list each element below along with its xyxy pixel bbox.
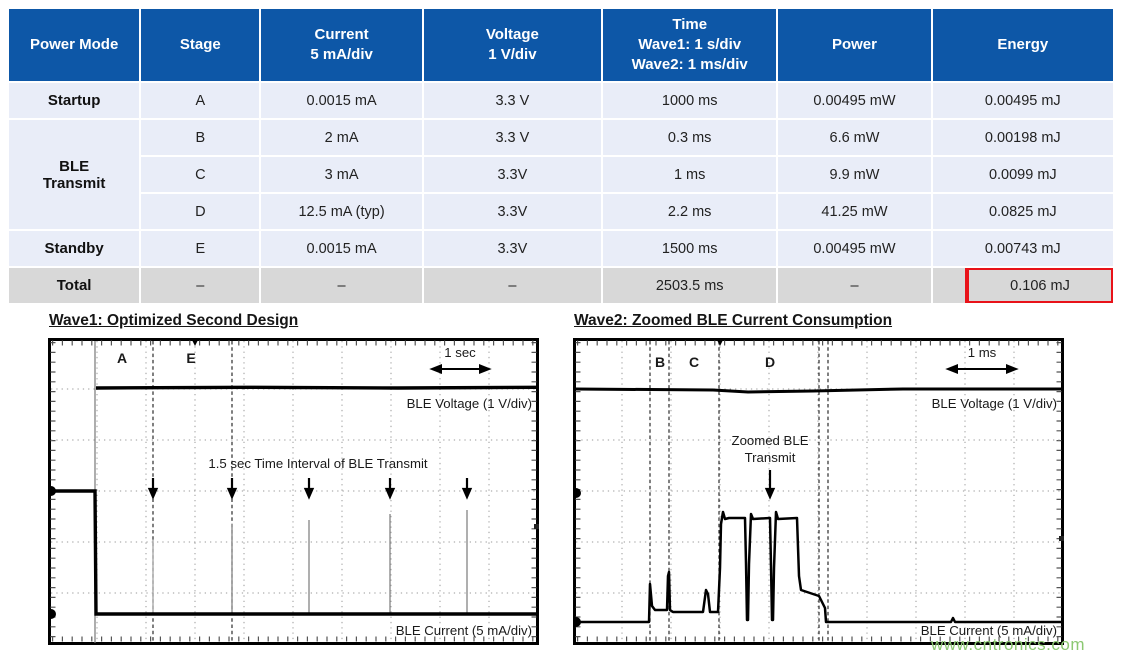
row-total-power: – xyxy=(778,268,931,303)
col-header-power-mode: Power Mode xyxy=(9,9,140,81)
zoom-note-line1: Zoomed BLE xyxy=(732,433,809,448)
row-total-stage: – xyxy=(141,268,260,303)
row-b-power: 6.6 mW xyxy=(778,120,931,155)
row-d-voltage: 3.3V xyxy=(423,194,602,229)
transmit-event-arrows xyxy=(147,478,473,500)
table-row: Standby E 0.0015 mA 3.3V 1500 ms 0.00495… xyxy=(9,231,1113,266)
row-startup-mode: Startup xyxy=(9,83,140,118)
zoom-note-line2: Transmit xyxy=(745,450,796,465)
row-d-power: 41.25 mW xyxy=(778,194,931,229)
row-b-time: 0.3 ms xyxy=(603,120,777,155)
trigger-marker-icon xyxy=(192,340,198,346)
zoom-note-arrow xyxy=(764,470,776,500)
total-energy-value: 0.106 mJ xyxy=(1010,277,1070,294)
table-total-row: Total – – – 2503.5 ms – 0.106 mJ xyxy=(9,268,1113,303)
channel-marker-icon xyxy=(573,617,581,627)
interval-note: 1.5 sec Time Interval of BLE Transmit xyxy=(208,456,427,471)
row-standby-power: 0.00495 mW xyxy=(778,231,931,266)
row-c-current: 3 mA xyxy=(261,157,422,192)
row-c-time: 1 ms xyxy=(603,157,777,192)
time-scale-label: 1 sec xyxy=(444,345,476,360)
row-total-mode: Total xyxy=(9,268,140,303)
trigger-level-marker-icon xyxy=(534,524,539,529)
wave2-panel: Wave2: Zoomed BLE Current Consumption xyxy=(573,312,1065,646)
voltage-trace-label: BLE Voltage (1 V/div) xyxy=(932,396,1057,411)
row-startup-voltage: 3.3 V xyxy=(423,83,602,118)
row-c-stage: C xyxy=(141,157,260,192)
current-trace xyxy=(575,510,1062,624)
current-spikes xyxy=(152,510,468,614)
row-d-time: 2.2 ms xyxy=(603,194,777,229)
wave1-title: Wave1: Optimized Second Design xyxy=(49,312,299,329)
row-startup-current: 0.0015 mA xyxy=(261,83,422,118)
wave2-scope: B C D 1 ms BLE Voltage (1 V/div) Zoomed … xyxy=(573,338,1065,646)
row-standby-stage: E xyxy=(141,231,260,266)
trigger-level-marker-icon xyxy=(1059,536,1064,541)
stage-d-label: D xyxy=(765,354,775,370)
row-standby-current: 0.0015 mA xyxy=(261,231,422,266)
voltage-trace xyxy=(574,387,1062,394)
total-energy-highlight-box: 0.106 mJ xyxy=(965,268,1113,303)
current-trace-label: BLE Current (5 mA/div) xyxy=(921,623,1057,638)
current-trace xyxy=(50,489,537,616)
row-total-time: 2503.5 ms xyxy=(603,268,777,303)
stage-cursor-lines xyxy=(649,341,829,643)
current-trace-label: BLE Current (5 mA/div) xyxy=(396,623,532,638)
row-d-current: 12.5 mA (typ) xyxy=(261,194,422,229)
row-c-voltage: 3.3V xyxy=(423,157,602,192)
wave1-panel: Wave1: Optimized Second Design xyxy=(48,312,540,646)
stage-b-label: B xyxy=(655,354,665,370)
col-header-energy: Energy xyxy=(932,9,1113,81)
table-row: D 12.5 mA (typ) 3.3V 2.2 ms 41.25 mW 0.0… xyxy=(9,194,1113,229)
stage-e-label: E xyxy=(186,350,195,366)
row-startup-time: 1000 ms xyxy=(603,83,777,118)
time-scale-label: 1 ms xyxy=(968,345,997,360)
stage-c-label: C xyxy=(689,354,699,370)
col-header-voltage: Voltage 1 V/div xyxy=(423,9,602,81)
time-scale-arrow-icon xyxy=(945,364,1019,374)
time-scale-arrow-icon xyxy=(429,364,492,374)
row-b-voltage: 3.3 V xyxy=(423,120,602,155)
row-standby-energy: 0.00743 mJ xyxy=(932,231,1113,266)
row-b-current: 2 mA xyxy=(261,120,422,155)
row-c-energy: 0.0099 mJ xyxy=(932,157,1113,192)
power-budget-table: Power Mode Stage Current 5 mA/div Voltag… xyxy=(7,7,1115,305)
row-d-stage: D xyxy=(141,194,260,229)
scope-ticks xyxy=(575,340,1062,642)
row-total-voltage: – xyxy=(423,268,602,303)
table-row: BLE Transmit B 2 mA 3.3 V 0.3 ms 6.6 mW … xyxy=(9,120,1113,229)
trigger-marker-icon xyxy=(717,340,723,346)
row-standby-time: 1500 ms xyxy=(603,231,777,266)
voltage-trace xyxy=(95,385,538,390)
wave2-title: Wave2: Zoomed BLE Current Consumption xyxy=(574,312,893,329)
col-header-time: Time Wave1: 1 s/div Wave2: 1 ms/div xyxy=(603,9,777,81)
row-total-current: – xyxy=(261,268,422,303)
row-ble-transmit-mode: BLE Transmit xyxy=(9,120,140,229)
channel-marker-icon xyxy=(573,488,581,498)
col-header-power: Power xyxy=(778,9,931,81)
row-c-power: 9.9 mW xyxy=(778,157,931,192)
row-startup-stage: A xyxy=(141,83,260,118)
scope-ticks xyxy=(50,340,537,642)
row-startup-energy: 0.00495 mJ xyxy=(932,83,1113,118)
table-row: C 3 mA 3.3V 1 ms 9.9 mW 0.0099 mJ xyxy=(9,157,1113,192)
table-row: Startup A 0.0015 mA 3.3 V 1000 ms 0.0049… xyxy=(9,83,1113,118)
row-standby-mode: Standby xyxy=(9,231,140,266)
col-header-stage: Stage xyxy=(141,9,260,81)
row-standby-voltage: 3.3V xyxy=(423,231,602,266)
channel-marker-icon xyxy=(48,609,56,619)
row-b-stage: B xyxy=(141,120,260,155)
row-b-energy: 0.00198 mJ xyxy=(932,120,1113,155)
voltage-trace-label: BLE Voltage (1 V/div) xyxy=(407,396,532,411)
row-startup-power: 0.00495 mW xyxy=(778,83,931,118)
channel-marker-icon xyxy=(48,486,56,496)
wave1-scope: A E 1 sec BLE Voltage (1 V/div) 1.5 sec … xyxy=(48,338,540,646)
site-watermark: www.cntronics.com xyxy=(931,635,1085,654)
row-total-energy: 0.106 mJ xyxy=(932,268,1113,303)
table-header-row: Power Mode Stage Current 5 mA/div Voltag… xyxy=(9,9,1113,81)
stage-a-label: A xyxy=(117,350,127,366)
col-header-current: Current 5 mA/div xyxy=(261,9,422,81)
row-d-energy: 0.0825 mJ xyxy=(932,194,1113,229)
